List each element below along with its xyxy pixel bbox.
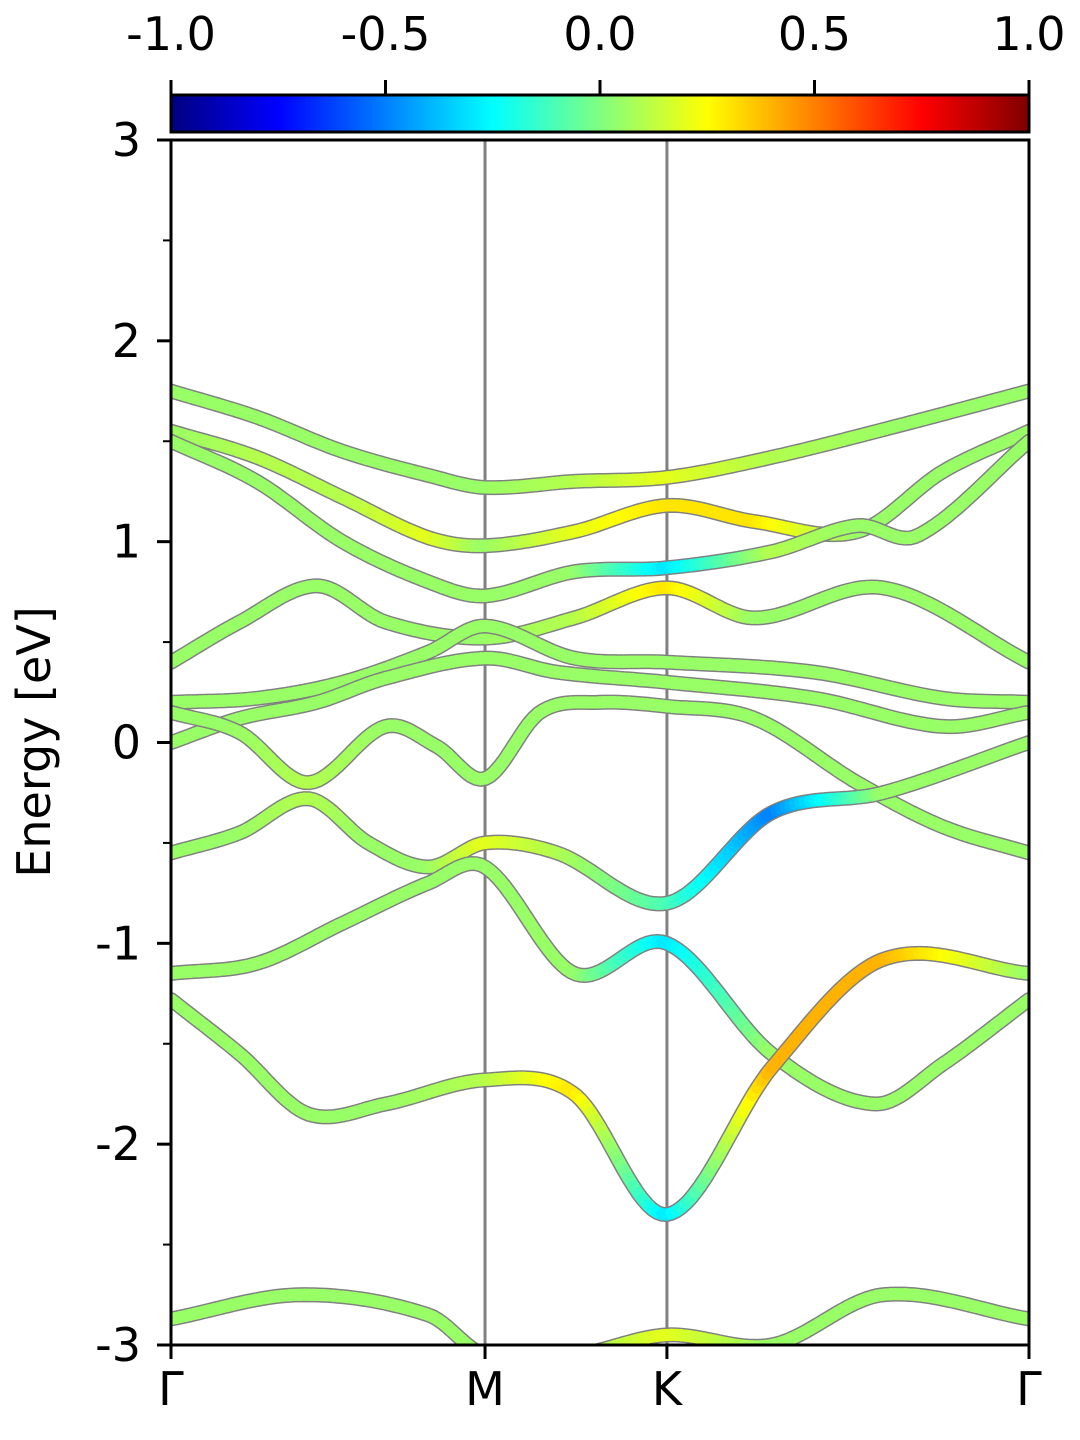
k-point-label: Γ — [158, 1362, 184, 1416]
band-segment — [576, 1354, 581, 1355]
band-segment — [557, 1357, 562, 1358]
y-tick-label: 3 — [112, 113, 141, 167]
y-tick-label: -3 — [95, 1318, 141, 1372]
band-segment — [548, 1358, 553, 1359]
plot-frame — [169, 138, 1031, 1347]
band-segment — [600, 1341, 615, 1345]
band-8 — [171, 734, 1029, 912]
y-tick-label: -1 — [95, 916, 141, 970]
band-segment — [567, 1355, 572, 1356]
y-axis: -3 -2 -1 0 1 2 3 — [95, 113, 171, 1372]
band-11 — [171, 1286, 1029, 1359]
colorbar-tick-label: 1.0 — [992, 7, 1065, 61]
band-segment — [495, 1357, 500, 1358]
band-outline — [171, 945, 1029, 1223]
band-segment — [500, 1358, 505, 1359]
band-segment — [562, 1356, 567, 1357]
y-tick-label: -2 — [95, 1117, 141, 1171]
colorbar: -1.0 -0.5 0.0 0.5 1.0 — [126, 7, 1066, 134]
band-outline — [171, 855, 1029, 1112]
colorbar-tick-label: -1.0 — [126, 7, 216, 61]
colorbar-tick-label: 0.5 — [778, 7, 851, 61]
band-segment — [586, 1352, 591, 1353]
band-5 — [171, 618, 1029, 710]
band-6 — [171, 650, 1029, 751]
band-segment — [591, 1351, 596, 1352]
y-tick-label: 0 — [112, 716, 141, 770]
bands — [171, 383, 1029, 1359]
k-point-label: Γ — [1016, 1362, 1042, 1416]
colorbar-ticks: -1.0 -0.5 0.0 0.5 1.0 — [126, 7, 1066, 95]
band-segment — [571, 1355, 576, 1356]
band-segment — [581, 1353, 586, 1354]
k-point-label: K — [652, 1362, 684, 1416]
band-3 — [171, 433, 1029, 604]
band-outline — [171, 1286, 1029, 1345]
band-segment — [475, 1344, 477, 1345]
band-segment — [596, 1342, 610, 1345]
band-segment — [543, 1358, 548, 1359]
band-segment — [552, 1357, 557, 1358]
colorbar-tick-label: -0.5 — [341, 7, 431, 61]
y-tick-label: 2 — [112, 314, 141, 368]
band-plot: -3 -2 -1 0 1 2 3 Γ M K Γ — [95, 113, 1042, 1416]
band-segment — [490, 1356, 495, 1357]
band-9 — [171, 855, 1029, 1112]
high-symmetry-lines — [483, 140, 669, 1345]
colorbar-tick-label: 0.0 — [563, 7, 636, 61]
k-point-label: M — [465, 1362, 505, 1416]
band-4 — [171, 578, 1029, 670]
band-segment — [595, 1343, 604, 1345]
band-2 — [171, 423, 1029, 554]
band-10 — [171, 945, 1029, 1223]
band-segment — [465, 1341, 478, 1345]
y-tick-label: 1 — [112, 515, 141, 569]
colorbar-gradient — [169, 93, 1031, 134]
band-1 — [171, 383, 1029, 496]
y-axis-label: Energy [eV] — [7, 606, 61, 877]
